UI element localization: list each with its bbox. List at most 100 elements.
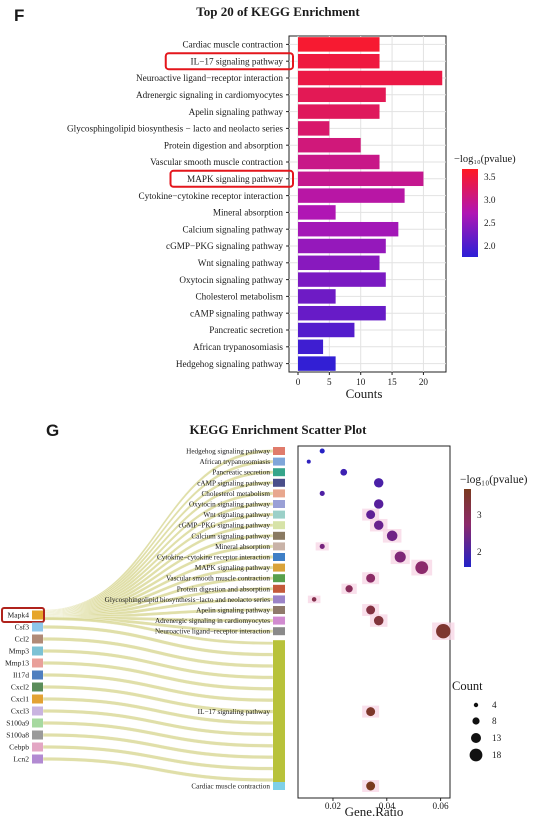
bar-chart-title: Top 20 of KEGG Enrichment	[196, 4, 360, 19]
scatter-point	[366, 605, 376, 615]
bar-category-label: Wnt signaling pathway	[198, 258, 284, 268]
pathway-label: Vascular smooth muscle contraction	[166, 575, 270, 583]
bar-x-tick-label: 5	[327, 377, 332, 387]
size-legend-label-4: 4	[492, 700, 497, 710]
bar-category-label: cGMP−PKG signaling pathway	[166, 241, 283, 251]
scatter-color-legend: −log₁₀(pvalue) 3 2	[460, 474, 528, 567]
pathway-label: Cardiac muscle contraction	[191, 783, 270, 791]
pathway-label: cAMP signaling pathway	[197, 479, 270, 487]
pathway-node	[273, 542, 285, 551]
panel-g: G KEGG Enrichment Scatter Plot Mapk4 Csf3…	[1, 421, 528, 819]
size-legend-label-18: 18	[492, 750, 502, 760]
pathway-node	[273, 478, 285, 487]
pathway-label: Neuroactive ligand−receptor interaction	[155, 628, 270, 636]
pathway-label: IL−17 signaling pathway	[198, 708, 271, 716]
bar-category-label: Vascular smooth muscle contraction	[150, 157, 283, 167]
gene-node	[32, 658, 43, 668]
gene-node	[32, 682, 43, 692]
gene-label: S100a8	[6, 731, 29, 740]
scatter-point	[373, 520, 384, 530]
bar	[298, 171, 424, 187]
scatter-point	[345, 585, 353, 593]
pathway-label: cGMP−PKG signaling pathway	[179, 522, 271, 530]
pathway-label: Calcium signaling pathway	[191, 532, 270, 540]
scatter-point	[319, 448, 325, 454]
pathway-node	[273, 500, 285, 508]
pathway-node	[273, 616, 285, 625]
size-legend-dot-8	[472, 717, 480, 725]
scatter-points	[306, 448, 455, 792]
scatter-color-legend-gradient	[464, 489, 471, 567]
bar-chart-x-ticks: 0 5 10 15 20	[296, 372, 428, 387]
bar	[298, 255, 380, 271]
pathway-label: Cytokine−cytokine receptor interaction	[157, 554, 270, 562]
bar-legend-tick-1: 3.5	[484, 172, 496, 182]
bar-x-tick-label: 10	[356, 377, 366, 387]
gene-node	[32, 610, 43, 620]
bar-legend-tick-3: 2.5	[484, 218, 496, 228]
pathway-label: Glycosphingolipid biosynthesis−lacto and…	[105, 596, 271, 604]
bar	[298, 322, 355, 338]
pathway-node	[273, 521, 285, 530]
bar	[298, 289, 336, 304]
scatter-point	[319, 543, 325, 549]
pathway-node	[273, 553, 285, 561]
bar-category-label: Glycosphingolipid biosynthesis − lacto a…	[67, 124, 283, 134]
bar-category-label: Pancreatic secretion	[209, 325, 283, 335]
scatter-point	[366, 573, 376, 583]
pathway-label: Hedgehog signaling pathway	[186, 448, 270, 456]
bar-category-label: Oxytocin signaling pathway	[179, 275, 283, 285]
panel-g-letter: G	[46, 421, 59, 440]
pathway-node	[273, 457, 285, 466]
gene-label: Cxcl3	[11, 707, 29, 716]
bar-legend-tick-4: 2.0	[484, 241, 496, 251]
scatter-point	[306, 459, 311, 464]
scatter-x-ticks: 0.02 0.04 0.06	[325, 798, 449, 811]
scatter-point	[373, 478, 384, 488]
bar-chart-plot-area	[288, 35, 447, 373]
bar	[298, 188, 405, 203]
scatter-x-tick-label: 0.02	[325, 801, 341, 811]
scatter-color-tick-1: 3	[477, 510, 482, 520]
scatter-point	[366, 707, 376, 717]
scatter-point	[394, 551, 406, 563]
size-legend-label-8: 8	[492, 716, 497, 726]
bar-chart-category-labels: Cardiac muscle contraction IL−17 signalin…	[67, 40, 289, 369]
scatter-color-legend-title: −log₁₀(pvalue)	[460, 474, 528, 486]
bar	[298, 104, 380, 119]
gene-node	[32, 718, 43, 728]
gene-node	[32, 634, 43, 644]
pathway-label: Mineral absorption	[215, 543, 270, 551]
size-legend-dot-13	[471, 733, 481, 743]
pathway-node	[273, 468, 285, 477]
pathway-label: MAPK signaling pathway	[195, 564, 270, 572]
pathway-node	[273, 563, 285, 572]
bar-x-tick-label: 0	[296, 377, 301, 387]
scatter-point	[366, 510, 376, 520]
pathway-label: Protein digestion and absorption	[177, 585, 271, 593]
pathway-node	[273, 640, 285, 783]
bar-category-label: African trypanosomiasis	[193, 342, 283, 352]
bar	[298, 154, 380, 170]
gene-node	[32, 730, 43, 740]
scatter-size-legend: Count 4 8 13 18	[452, 679, 502, 762]
scatter-point	[319, 490, 325, 496]
sankey-links	[42, 449, 274, 782]
pathway-label: Adrenergic signaling in cardiomyocytes	[155, 617, 270, 625]
bar-category-label: Cholesterol metabolism	[195, 292, 283, 302]
bar-category-label: MAPK signaling pathway	[187, 174, 283, 184]
size-legend-label-13: 13	[492, 733, 502, 743]
pathway-node	[273, 574, 285, 583]
scatter-x-axis-title: Gene.Ratio	[345, 804, 404, 819]
scatter-color-tick-2: 2	[477, 547, 482, 557]
pathway-label: Cholesterol metabolism	[202, 490, 271, 498]
gene-node	[32, 694, 43, 704]
bar-chart-x-axis-title: Counts	[346, 386, 383, 401]
bar-category-label: Mineral absorption	[213, 208, 284, 218]
scatter-point	[436, 624, 451, 639]
gene-node	[32, 622, 43, 632]
pathway-label: Oxytocin signaling pathway	[189, 501, 270, 509]
scatter-point	[373, 499, 384, 509]
scatter-point	[415, 561, 429, 574]
bar	[298, 221, 399, 237]
